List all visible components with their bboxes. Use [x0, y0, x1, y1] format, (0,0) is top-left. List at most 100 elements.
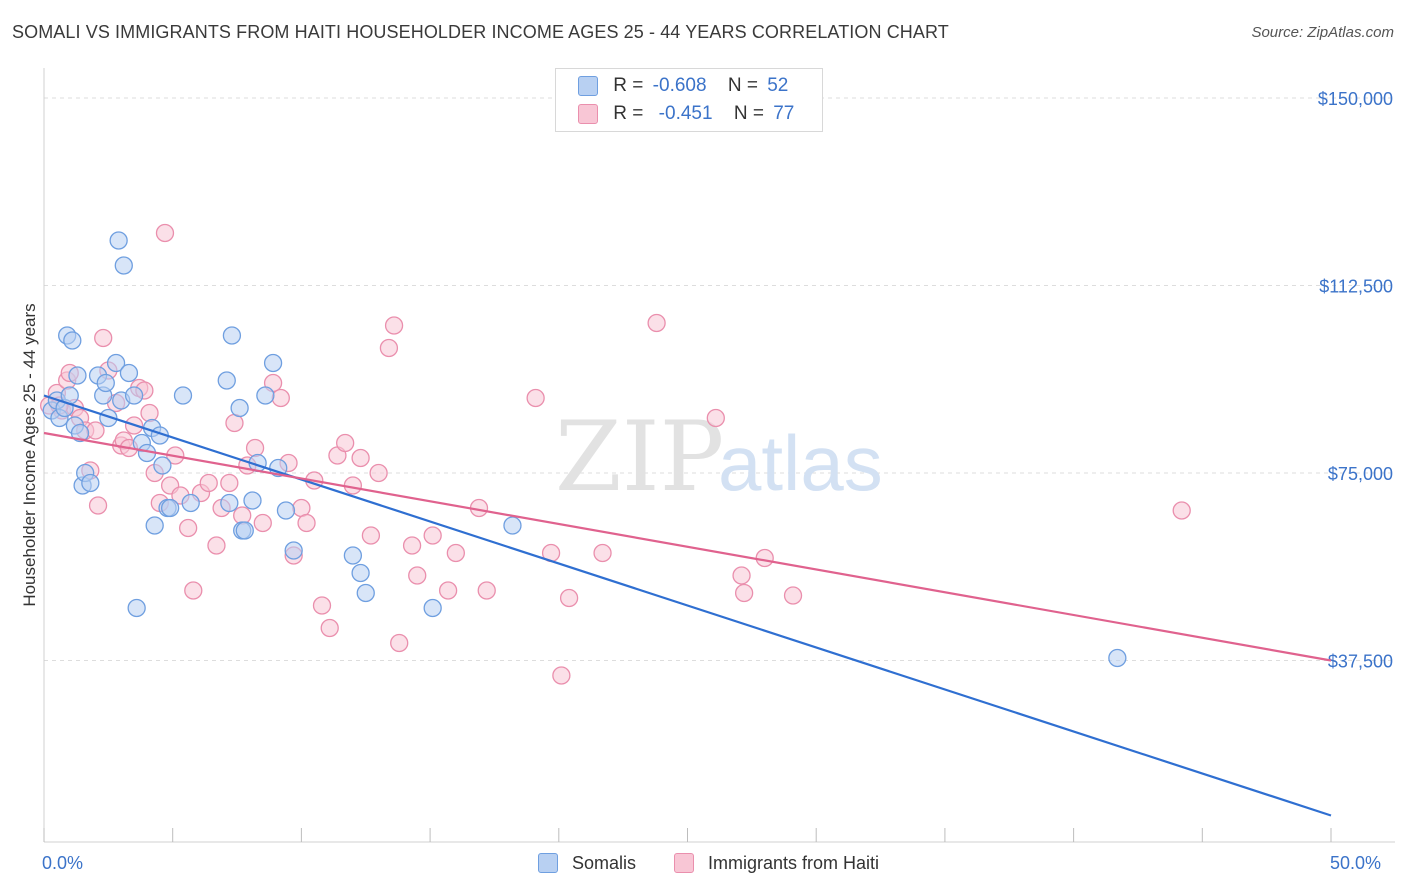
haiti-point: [207, 536, 226, 555]
somali-point: [153, 456, 172, 475]
somali-legend-label: Somalis: [572, 852, 637, 873]
watermark: ZIP atlas: [555, 401, 883, 513]
haiti-point: [408, 566, 427, 585]
haiti-point: [446, 543, 465, 563]
somali-point: [145, 516, 164, 535]
somali-point: [106, 353, 126, 373]
chart-title: SOMALI VS IMMIGRANTS FROM HAITI HOUSEHOL…: [12, 22, 949, 42]
somali-point: [127, 598, 146, 618]
haiti-point: [593, 543, 612, 563]
haiti-point: [477, 581, 496, 600]
somali-point: [276, 501, 296, 520]
haiti-point: [755, 548, 774, 568]
haiti-point: [245, 438, 265, 458]
somali-point: [351, 563, 370, 583]
legend-r-label: R =: [613, 103, 644, 124]
somali-point: [109, 231, 128, 250]
haiti-point: [552, 666, 571, 685]
somali-point: [1108, 648, 1127, 668]
legend-row-somali: R = -0.608 N = 52: [578, 75, 788, 99]
legend-n-label: N =: [733, 103, 764, 124]
haiti-legend-swatch: [674, 853, 694, 874]
haiti-point: [423, 526, 442, 545]
somali-point: [173, 386, 193, 405]
haiti-point: [647, 313, 666, 333]
haiti-point: [1172, 501, 1191, 520]
somali-point: [284, 541, 303, 560]
haiti-point: [734, 583, 754, 603]
bottom-legend-somali: Somalis: [538, 852, 636, 874]
somali-point: [423, 598, 442, 618]
haiti-point: [732, 566, 751, 585]
bottom-legend-haiti: Immigrants from Haiti: [674, 852, 879, 874]
somali-point: [96, 373, 115, 393]
haiti-point: [390, 633, 409, 653]
legend-n-label: N =: [727, 75, 758, 96]
somali-point: [220, 493, 239, 513]
stats-legend: R = -0.608 N = 52 R = -0.451 N = 77: [555, 68, 823, 132]
haiti-point: [526, 388, 545, 408]
y-tick-label: $37,500: [1328, 652, 1393, 672]
haiti-point: [140, 403, 159, 423]
grid-lines: [44, 97, 1395, 661]
haiti-point: [312, 596, 332, 615]
trend-lines: [43, 394, 1332, 817]
haiti-point: [559, 588, 579, 608]
haiti-point: [402, 536, 422, 555]
haiti-point: [361, 526, 381, 545]
haiti-point: [220, 473, 239, 493]
source-label: Source: ZipAtlas.com: [1251, 24, 1394, 41]
somali-point: [68, 366, 87, 385]
haiti-point: [379, 338, 399, 358]
somali-point: [63, 331, 82, 350]
legend-haiti-n: 77: [773, 103, 795, 124]
somali-point: [119, 363, 139, 383]
somali-point: [124, 386, 144, 405]
somali-point: [70, 423, 90, 443]
y-tick-labels: $37,500 $75,000 $112,500 $150,000: [1318, 89, 1393, 672]
legend-somali-n: 52: [767, 75, 789, 96]
somali-trend-line: [43, 394, 1332, 817]
haiti-point: [199, 473, 218, 493]
somali-point: [99, 408, 118, 428]
somali-point: [243, 491, 262, 510]
haiti-point: [94, 328, 113, 348]
somali-point: [114, 256, 133, 275]
somali-point: [343, 546, 363, 565]
y-tick-label: $75,000: [1328, 464, 1393, 484]
watermark-atlas: atlas: [718, 419, 883, 507]
axes: [43, 68, 1395, 843]
somali-point: [217, 371, 236, 390]
somali-point: [256, 386, 275, 405]
somali-point: [81, 473, 100, 493]
somali-swatch: [578, 76, 598, 96]
haiti-point: [271, 388, 290, 408]
x-tick-label-min: 0.0%: [42, 853, 84, 873]
somali-legend-swatch: [538, 853, 558, 874]
y-axis-label: Householder Income Ages 25 - 44 years: [20, 303, 39, 607]
haiti-point: [88, 496, 108, 515]
somali-point: [503, 516, 522, 535]
haiti-point: [184, 581, 203, 600]
legend-row-haiti: R = -0.451 N = 77: [578, 103, 794, 127]
haiti-point: [384, 316, 404, 335]
haiti-legend-label: Immigrants from Haiti: [708, 852, 880, 873]
somali-point: [235, 521, 254, 540]
watermark-zip: ZIP: [555, 401, 724, 513]
haiti-point: [155, 223, 175, 243]
haiti-swatch: [578, 104, 598, 124]
haiti-point: [253, 513, 272, 533]
somali-point: [356, 583, 375, 603]
haiti-point: [297, 513, 316, 533]
somali-point: [230, 398, 249, 418]
somali-point: [263, 353, 283, 373]
haiti-point: [336, 433, 355, 453]
haiti-point: [320, 618, 339, 638]
haiti-trend-line: [43, 431, 1332, 662]
haiti-point: [783, 586, 803, 605]
haiti-point: [706, 408, 725, 428]
x-tick-label-max: 50.0%: [1330, 853, 1382, 873]
somali-point: [181, 493, 200, 513]
haiti-point: [178, 518, 198, 538]
